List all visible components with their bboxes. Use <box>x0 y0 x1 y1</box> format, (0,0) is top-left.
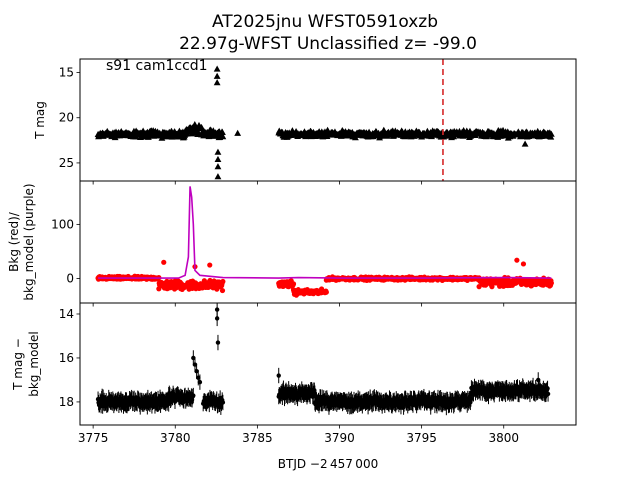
data-point <box>166 401 171 407</box>
data-point <box>191 393 196 398</box>
y-axis-label-tmag: T mag <box>33 101 47 140</box>
axes-frame-diff <box>79 302 577 426</box>
y-axis-label-bkg-line-1: Bkg (red)/ <box>7 211 21 272</box>
series-diff <box>95 303 551 416</box>
x-tick-label: 3800 <box>488 431 519 445</box>
y-tick-label: 100 <box>51 217 74 231</box>
panel-diff: 14 16 18 T mag − bkg_model <box>11 302 577 426</box>
data-point <box>214 316 220 321</box>
x-tick-label: 3775 <box>78 431 109 445</box>
y-axis-label-bkg-line-2: bkg_model (purple) <box>22 183 36 300</box>
panel-bkg: 0 100 Bkg (red)/ bkg_model (purple) <box>7 180 577 304</box>
x-ticks: 3775 3780 3785 3790 3795 3800 <box>78 181 519 445</box>
y-ticks-tmag: 15 20 25 <box>59 66 80 170</box>
data-point-triangle <box>198 123 205 130</box>
data-point <box>468 400 473 405</box>
data-point <box>219 287 226 294</box>
data-point <box>214 307 220 312</box>
y-tick-label: 16 <box>59 351 74 365</box>
data-point <box>548 280 554 286</box>
data-point <box>161 259 167 265</box>
y-ticks-bkg: 0 100 <box>51 217 80 286</box>
data-point <box>197 379 203 385</box>
data-point <box>545 391 551 397</box>
y-tick-label: 20 <box>59 111 74 125</box>
y-axis-label-diff-line-2: bkg_model <box>27 331 41 397</box>
y-tick-label: 18 <box>59 395 74 409</box>
data-point <box>207 277 213 284</box>
data-point <box>514 257 520 263</box>
chart-title-line-1: AT2025jnu WFST0591oxzb <box>212 12 438 32</box>
y-tick-label: 14 <box>59 307 74 321</box>
y-axis-label-diff-line-1: T mag − <box>11 338 25 391</box>
data-point-triangle <box>213 72 221 79</box>
data-point <box>207 262 213 268</box>
data-point-triangle <box>214 173 222 180</box>
data-point <box>276 373 281 378</box>
data-point-triangle <box>219 128 226 136</box>
data-point <box>191 355 196 361</box>
plot-area-diff <box>95 303 551 416</box>
x-tick-label: 3780 <box>160 431 191 445</box>
data-point-triangle <box>214 163 222 170</box>
data-point-triangle <box>214 155 222 163</box>
x-tick-label: 3790 <box>324 431 355 445</box>
data-point <box>323 289 329 295</box>
data-point <box>196 375 201 380</box>
y-tick-label: 25 <box>59 156 74 170</box>
data-point <box>220 278 226 285</box>
data-point <box>536 377 541 383</box>
panel-annotation: s91 cam1ccd1 <box>106 58 208 74</box>
data-point <box>545 386 550 391</box>
series-bkg <box>98 186 552 279</box>
y-tick-label: 0 <box>66 272 74 286</box>
data-point-triangle <box>214 148 222 155</box>
series-tmag <box>94 65 555 180</box>
x-tick-label: 3795 <box>406 431 437 445</box>
data-point-triangle <box>547 130 555 137</box>
data-point-triangle <box>521 140 529 147</box>
chart-title-line-2: 22.97g-WFST Unclassified z= -99.0 <box>179 34 477 54</box>
x-axis-label: BTJD −2 457 000 <box>278 457 378 471</box>
plot-area-tmag <box>94 59 555 181</box>
data-point <box>290 281 297 287</box>
y-tick-label: 15 <box>59 66 74 80</box>
data-point <box>215 340 221 345</box>
panel-tmag: 15 20 25 s91 cam1ccd1 T mag <box>33 58 577 182</box>
bkg-model-line <box>98 186 552 279</box>
data-point <box>220 400 226 405</box>
data-point-triangle <box>219 133 227 140</box>
data-point-triangle <box>234 129 242 136</box>
data-point <box>194 368 199 374</box>
data-point <box>520 261 527 267</box>
y-ticks-diff: 14 16 18 <box>59 307 80 409</box>
x-tick-label: 3785 <box>242 431 273 445</box>
plot-area-bkg <box>95 186 554 298</box>
data-point-triangle <box>213 79 221 86</box>
data-point-triangle <box>213 65 221 72</box>
data-point <box>192 362 198 367</box>
